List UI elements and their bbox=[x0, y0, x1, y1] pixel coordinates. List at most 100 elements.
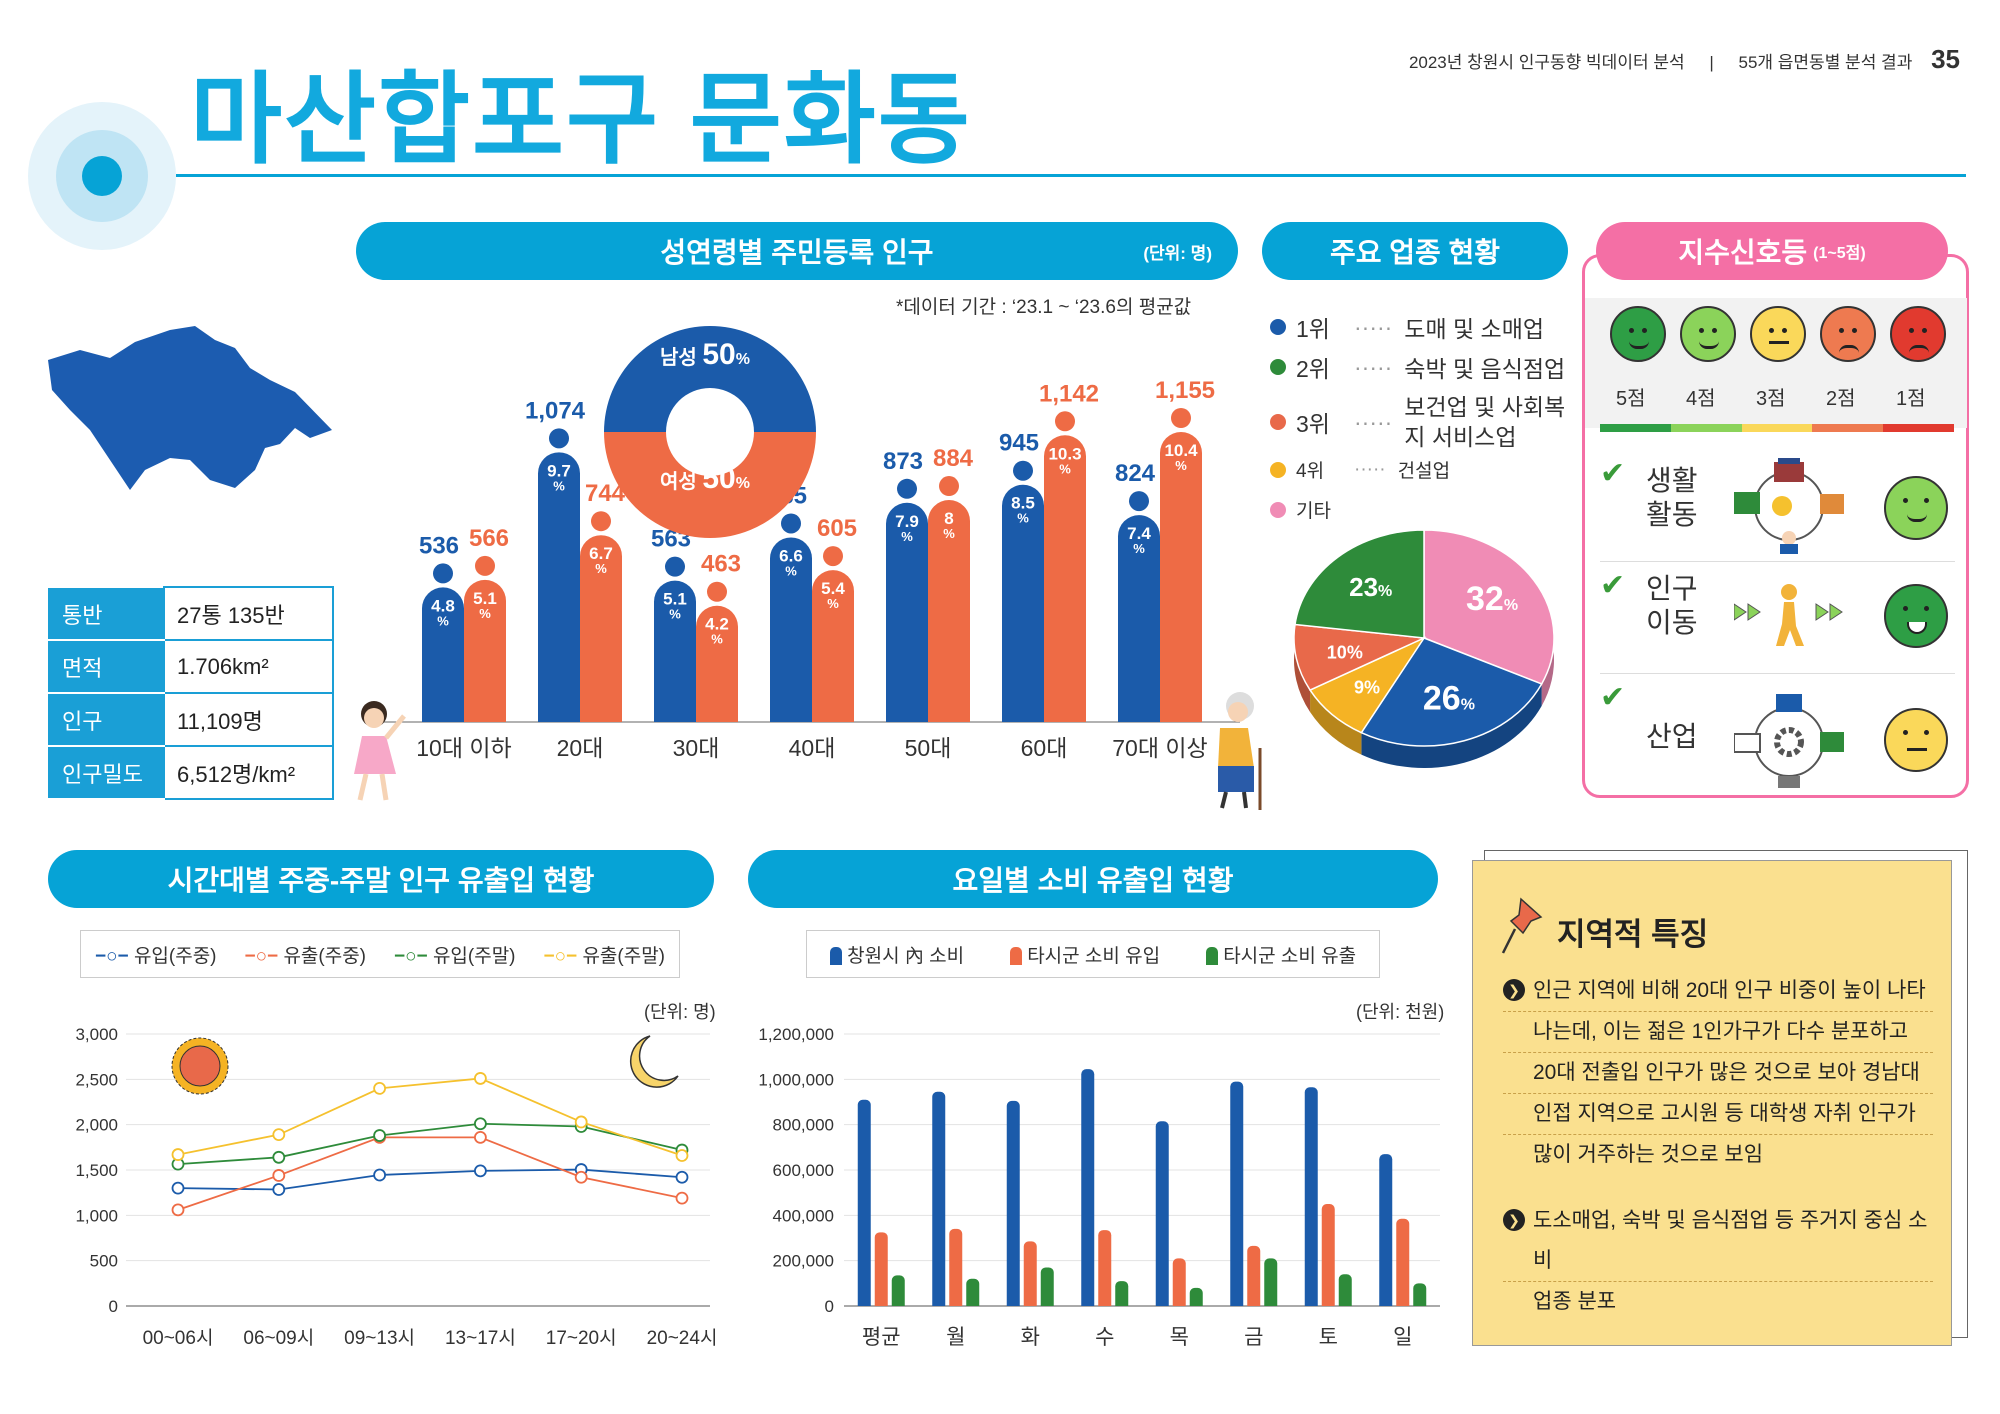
industry-item-3: 3위 ····· 보건업 및 사회복지 서비스업 bbox=[1270, 392, 1572, 452]
y-tick-label: 1,200,000 bbox=[758, 1025, 834, 1044]
consumption-bar bbox=[1264, 1258, 1278, 1306]
consumption-bar bbox=[1230, 1081, 1244, 1306]
info-value: 27통 135반 bbox=[163, 586, 334, 641]
signal-name-line: 산업 bbox=[1646, 721, 1698, 752]
legend-label: 유출(주말) bbox=[582, 945, 666, 967]
bar-value-label: 1,155 bbox=[1155, 377, 1215, 404]
donut-pct-sign: % bbox=[735, 475, 750, 492]
consumption-bar bbox=[1006, 1100, 1020, 1306]
elder-illustration bbox=[1218, 692, 1262, 810]
legend-label: 유입(주말) bbox=[432, 945, 516, 967]
industry-rank: 2위 bbox=[1296, 356, 1330, 382]
line-point bbox=[171, 1148, 185, 1161]
bar-pct-sign: % bbox=[785, 563, 797, 578]
line-series bbox=[177, 1136, 683, 1211]
line-point bbox=[574, 1115, 588, 1129]
bar-pct-label: 5.1 bbox=[663, 590, 687, 609]
signal-header: 지수신호등 (1~5점) bbox=[1596, 222, 1948, 280]
bar-pct-sign: % bbox=[595, 561, 607, 576]
donut-female-slice bbox=[604, 432, 816, 538]
bar-male bbox=[770, 537, 812, 722]
header-separator: | bbox=[1709, 53, 1714, 72]
legend-label: 유출(주중) bbox=[283, 945, 367, 967]
y-tick-label: 600,000 bbox=[773, 1161, 834, 1180]
consumption-legend: 창원시 內 소비 타시군 소비 유입 타시군 소비 유출 bbox=[806, 930, 1380, 978]
industry-rank: 4위 bbox=[1296, 461, 1325, 482]
line-series bbox=[177, 1077, 683, 1157]
line-point bbox=[574, 1170, 588, 1184]
bar-value-label: 463 bbox=[701, 551, 741, 578]
score-bar-1 bbox=[1883, 424, 1954, 432]
signal-row-migration: ✔ 인구 이동 bbox=[1600, 564, 1955, 674]
population-title: 성연령별 주민등록 인구 bbox=[660, 237, 934, 268]
info-key: 면적 bbox=[48, 639, 165, 694]
bar-head bbox=[781, 513, 801, 534]
bullet-line: 인근 지역에 비해 20대 인구 비중이 높이 나타 bbox=[1503, 971, 1933, 1012]
bar-pct-sign: % bbox=[943, 526, 955, 541]
signal-face-life bbox=[1884, 476, 1948, 540]
line-point bbox=[675, 1191, 689, 1205]
bar-pct-sign: % bbox=[901, 529, 913, 544]
line-point bbox=[272, 1169, 286, 1182]
y-tick-label: 400,000 bbox=[773, 1206, 834, 1225]
flow-unit: (단위: 명) bbox=[644, 1002, 716, 1022]
bar-pct-sign: % bbox=[1059, 461, 1071, 476]
bar-pct-sign: % bbox=[1017, 511, 1029, 526]
bar-female bbox=[696, 605, 738, 722]
x-tick-label: 월 bbox=[946, 1326, 965, 1349]
category-label: 50대 bbox=[905, 735, 952, 761]
legend-item: −○− 유출(주중) bbox=[244, 945, 367, 967]
consumption-bar bbox=[1155, 1121, 1169, 1306]
line-point bbox=[272, 1183, 286, 1196]
bar-male bbox=[422, 587, 464, 722]
feature-bullet-1: ❯ 인근 지역에 비해 20대 인구 비중이 높이 나타 나는데, 이는 젊은 … bbox=[1503, 971, 1933, 1175]
signal-name-line: 생활 bbox=[1646, 465, 1698, 496]
consumption-bar bbox=[1396, 1218, 1410, 1306]
line-point bbox=[473, 1117, 487, 1131]
pie-label: 9% bbox=[1354, 677, 1380, 697]
industry-title: 주요 업종 현황 bbox=[1329, 237, 1501, 268]
line-series bbox=[177, 1168, 683, 1191]
bar-pct-label: 5.1 bbox=[473, 589, 497, 608]
line-point bbox=[171, 1203, 185, 1217]
industry-dots: ····· bbox=[1354, 408, 1393, 435]
consumption-bar bbox=[1115, 1281, 1129, 1306]
bar-head bbox=[433, 563, 453, 584]
bullet-line: 많이 거주하는 것으로 보임 bbox=[1533, 1143, 1764, 1166]
consumption-unit: (단위: 천원) bbox=[1356, 1002, 1445, 1022]
legend-item: 타시군 소비 유출 bbox=[1205, 941, 1356, 968]
donut-female-text: 여성 bbox=[660, 471, 697, 493]
page-number: 35 bbox=[1931, 44, 1960, 74]
pie-slice bbox=[1294, 529, 1425, 639]
flow-line-chart: 3,000 2,500 2,000 1,500 1,000 500 0 00~06시 06~09… bbox=[75, 1025, 717, 1349]
bar-pct-label: 8.5 bbox=[1011, 494, 1035, 513]
y-tick-label: 1,000 bbox=[75, 1206, 118, 1225]
bar-value-label: 873 bbox=[883, 448, 923, 475]
x-tick-label: 토 bbox=[1319, 1326, 1338, 1349]
donut-female-label: 여성 50% bbox=[660, 462, 750, 496]
header-info: 2023년 창원시 인구동향 빅데이터 분석 | 55개 읍면동별 분석 결과 … bbox=[1409, 44, 1960, 75]
industry-item-2: 2위 ····· 숙박 및 음식점업 bbox=[1270, 350, 1565, 384]
x-tick-label: 일 bbox=[1393, 1326, 1412, 1349]
flow-title: 시간대별 주중-주말 인구 유출입 현황 bbox=[167, 865, 595, 896]
flow-legend: −○− 유입(주중) −○− 유출(주중) −○− 유입(주말) −○− 유출(… bbox=[80, 930, 680, 978]
y-tick-label: 1,000,000 bbox=[758, 1070, 834, 1089]
signal-range: (1~5점) bbox=[1813, 245, 1866, 262]
bar-pct-sign: % bbox=[669, 607, 681, 622]
bar-pct-label: 6.6 bbox=[779, 546, 803, 565]
legend-item: −○− 유입(주말) bbox=[393, 945, 516, 967]
bar-female bbox=[928, 500, 970, 722]
bullet-icon: ❯ bbox=[1503, 1209, 1525, 1231]
line-point bbox=[171, 1181, 185, 1195]
bar-pct-label: 4.2 bbox=[705, 615, 729, 634]
pie-slice bbox=[1423, 529, 1555, 685]
x-tick-label: 목 bbox=[1170, 1326, 1189, 1349]
industry-dot bbox=[1270, 319, 1286, 335]
consumption-bar bbox=[1413, 1283, 1427, 1306]
consumption-bar bbox=[1304, 1087, 1318, 1306]
bar-female bbox=[580, 535, 622, 722]
x-tick-label: 09~13시 bbox=[344, 1328, 415, 1349]
score-labels: 5점 4점 3점 2점 1점 bbox=[1604, 382, 1954, 412]
x-tick-label: 00~06시 bbox=[143, 1328, 214, 1349]
bar-pct-label: 7.4 bbox=[1127, 524, 1151, 543]
